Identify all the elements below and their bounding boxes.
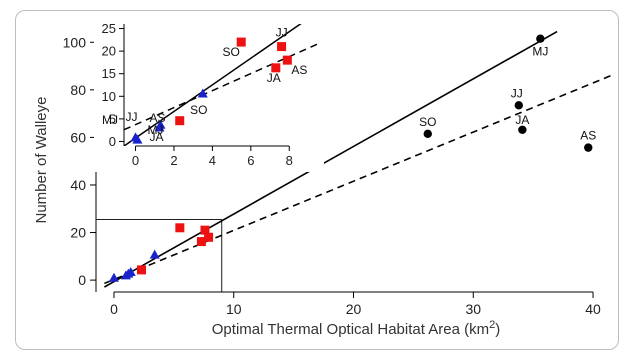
y-tick-label: 60 bbox=[70, 129, 86, 145]
inset-y-tick-label: 10 bbox=[102, 89, 116, 104]
x-axis-title-main: Optimal Thermal Optical Habitat Area (km bbox=[212, 321, 489, 338]
y-tick-label: 20 bbox=[70, 225, 86, 241]
point-label: JA bbox=[515, 113, 529, 127]
inset-square-data-point bbox=[271, 63, 281, 73]
main-point-labels: MJ JJ JA AS SO bbox=[419, 45, 596, 143]
x-axis-title-superscript: 2 bbox=[489, 319, 495, 331]
inset-solid-regression-line bbox=[124, 24, 302, 146]
x-tick-label: 30 bbox=[465, 301, 481, 317]
x-tick-label: 10 bbox=[226, 301, 242, 317]
dashed-regression-line bbox=[104, 74, 612, 285]
point-label: MJ bbox=[532, 45, 548, 59]
y-tick-label: 80 bbox=[70, 82, 86, 98]
inset-square-data-point bbox=[236, 37, 246, 47]
x-tick-label: 20 bbox=[346, 301, 362, 317]
x-tick-label: 0 bbox=[110, 301, 118, 317]
square-data-point bbox=[200, 225, 210, 235]
inset-point-label: JJ bbox=[276, 26, 288, 40]
point-label: SO bbox=[419, 115, 436, 129]
triangle-data-point bbox=[125, 266, 136, 276]
y-tick-label: 0 bbox=[78, 272, 86, 288]
solid-regression-line bbox=[103, 30, 558, 288]
inset-point-label: JA bbox=[267, 71, 281, 85]
square-data-point bbox=[204, 232, 214, 242]
square-data-point bbox=[175, 223, 185, 233]
inset-square-data-point bbox=[282, 55, 292, 65]
main-plot-area bbox=[96, 30, 612, 292]
inset-point-label: JJ bbox=[126, 110, 138, 124]
x-tick-label: 40 bbox=[585, 301, 601, 317]
inset-square-data-point bbox=[277, 42, 287, 52]
y-tick-label: 40 bbox=[70, 177, 86, 193]
inset-triangle-data-point bbox=[132, 134, 143, 144]
inset-y-tick-label: 25 bbox=[102, 21, 116, 36]
inset-point-label: SO bbox=[223, 45, 240, 59]
inset-y-tick-label: 0 bbox=[109, 134, 116, 149]
inset-square-data-point bbox=[175, 116, 185, 126]
inset-x-tick-label: 2 bbox=[170, 153, 177, 168]
inset-axes: 0 5 10 15 20 25 0 2 4 6 8 bbox=[102, 21, 293, 168]
square-data-point bbox=[137, 265, 147, 275]
inset-point-label: AS bbox=[150, 111, 166, 125]
point-label: AS bbox=[580, 129, 596, 143]
inset-x-tick-label: 4 bbox=[209, 153, 216, 168]
circle-data-point bbox=[584, 143, 593, 152]
inset-point-label: MJ bbox=[102, 113, 118, 127]
triangle-data-point bbox=[149, 249, 160, 259]
inset-y-tick-label: 20 bbox=[102, 44, 116, 59]
inset-plot-area bbox=[124, 24, 320, 146]
inset-point-label: SO bbox=[190, 103, 207, 117]
circle-data-point bbox=[536, 34, 545, 43]
square-data-point bbox=[196, 237, 206, 247]
circle-data-point bbox=[423, 129, 432, 139]
x-axis-title-close: ) bbox=[495, 321, 500, 338]
point-label: JJ bbox=[511, 86, 523, 100]
x-axis-title: Optimal Thermal Optical Habitat Area (km… bbox=[212, 319, 500, 338]
circle-data-point bbox=[514, 101, 523, 110]
circle-data-point bbox=[518, 125, 527, 134]
inset-point-label: MJ bbox=[147, 123, 163, 137]
y-tick-label: 100 bbox=[63, 34, 87, 50]
inset-y-tick-label: 5 bbox=[109, 111, 116, 126]
inset-x-tick-label: 8 bbox=[286, 153, 293, 168]
inset-point-label: JA bbox=[150, 130, 164, 144]
inset-triangle-data-point bbox=[154, 122, 165, 132]
inset-point-label: AS bbox=[291, 63, 307, 77]
triangle-data-point bbox=[120, 270, 131, 280]
y-axis-title: Number of Walleye bbox=[33, 97, 50, 224]
inset-x-tick-label: 6 bbox=[247, 153, 254, 168]
inset-triangle-data-point bbox=[197, 88, 208, 98]
triangle-data-point bbox=[108, 272, 119, 282]
inset-x-tick-label: 0 bbox=[132, 153, 139, 168]
inset-y-tick-label: 15 bbox=[102, 66, 116, 81]
